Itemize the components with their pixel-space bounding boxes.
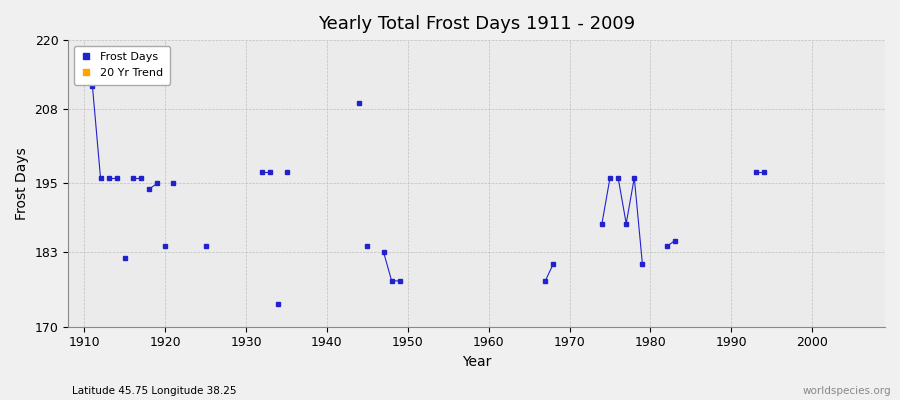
Title: Yearly Total Frost Days 1911 - 2009: Yearly Total Frost Days 1911 - 2009: [318, 15, 635, 33]
Legend: Frost Days, 20 Yr Trend: Frost Days, 20 Yr Trend: [74, 46, 170, 84]
X-axis label: Year: Year: [462, 355, 491, 369]
Text: worldspecies.org: worldspecies.org: [803, 386, 891, 396]
Y-axis label: Frost Days: Frost Days: [15, 147, 29, 220]
Text: Latitude 45.75 Longitude 38.25: Latitude 45.75 Longitude 38.25: [72, 386, 237, 396]
